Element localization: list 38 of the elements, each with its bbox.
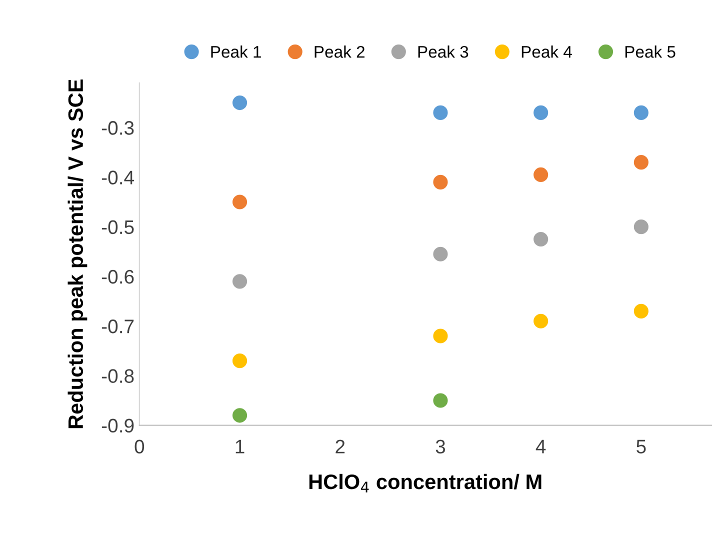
x-axis-title: HClO$_{4}$ concentration/ M [309,474,542,492]
point [534,232,548,247]
x-tick-label: 0 [134,440,144,454]
x-tick-label: 3 [436,440,446,454]
point [232,354,248,368]
y-tick-label: -0.3 [102,121,134,135]
legend-label: Peak 3 [418,46,468,58]
point [634,105,648,120]
y-tick-label: -0.8 [102,369,134,383]
point [433,328,448,344]
point [232,408,248,423]
point [634,155,648,170]
point [433,393,448,408]
point [534,314,548,328]
x-tick-label: 1 [236,440,244,454]
point [232,274,248,289]
point [232,95,248,110]
legend-label: Peak 2 [314,46,364,58]
x-tick-label: 2 [336,440,345,454]
point [534,105,548,120]
x-tick-label: 5 [636,440,646,454]
point [634,220,648,234]
y-tick-label: -0.7 [102,320,134,334]
y-tick-label: -0.5 [102,220,134,234]
y-tick-label: -0.9 [102,418,134,433]
point [634,304,648,318]
point [232,194,248,210]
legend-label: Peak 5 [625,46,676,58]
legend-label: Peak 4 [522,46,572,58]
legend-label: Peak 1 [211,46,261,58]
x-tick-label: 4 [536,440,546,454]
y-tick-label: -0.4 [102,170,134,184]
point [433,174,448,190]
point [534,167,548,182]
point [433,246,448,262]
y-axis-title: Reduction peak potential/ V vs SCE [68,80,88,428]
y-tick-label: -0.6 [102,270,134,284]
point [433,105,448,120]
